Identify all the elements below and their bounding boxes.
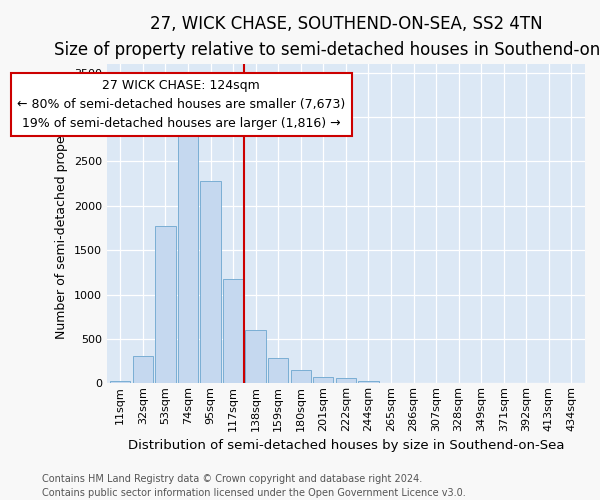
Text: Contains HM Land Registry data © Crown copyright and database right 2024.
Contai: Contains HM Land Registry data © Crown c… (42, 474, 466, 498)
Text: 27 WICK CHASE: 124sqm
← 80% of semi-detached houses are smaller (7,673)
19% of s: 27 WICK CHASE: 124sqm ← 80% of semi-deta… (17, 79, 346, 130)
Bar (223, 279, 243, 384)
X-axis label: Distribution of semi-detached houses by size in Southend-on-Sea: Distribution of semi-detached houses by … (128, 440, 564, 452)
Bar (155, 226, 176, 384)
Bar (290, 370, 311, 384)
Bar (336, 378, 356, 384)
Bar (268, 358, 289, 384)
Bar (245, 330, 266, 384)
Bar (358, 380, 379, 384)
Y-axis label: Number of semi-detached properties: Number of semi-detached properties (55, 108, 68, 339)
Bar (110, 382, 130, 384)
Bar (133, 356, 153, 384)
Bar (200, 181, 221, 384)
Bar (178, 126, 198, 384)
Title: 27, WICK CHASE, SOUTHEND-ON-SEA, SS2 4TN
Size of property relative to semi-detac: 27, WICK CHASE, SOUTHEND-ON-SEA, SS2 4TN… (55, 15, 600, 60)
Bar (313, 376, 334, 384)
